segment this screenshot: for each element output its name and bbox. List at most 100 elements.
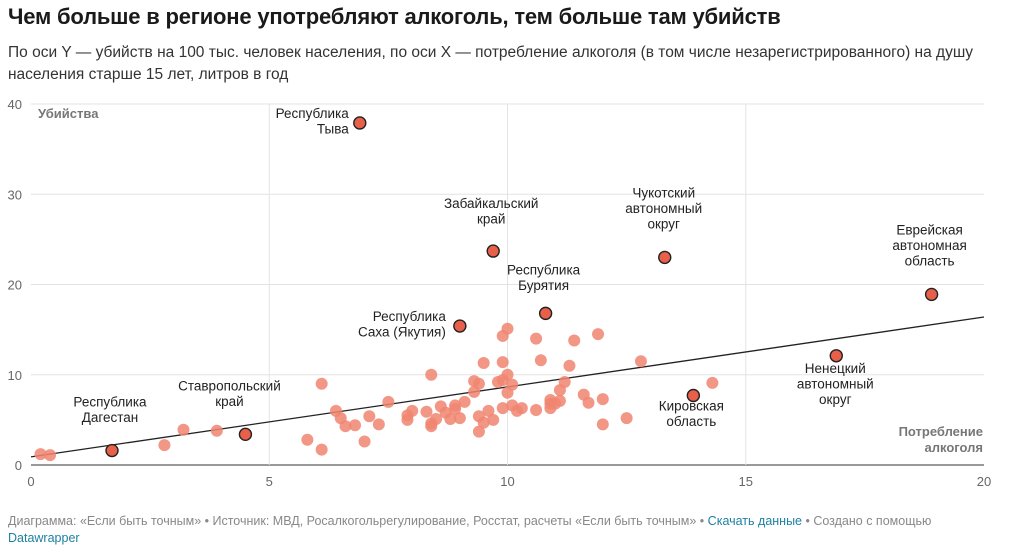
data-point <box>515 402 528 415</box>
annotation-label: Республика <box>507 262 581 277</box>
data-point <box>363 410 376 423</box>
data-point <box>634 355 647 368</box>
data-point <box>158 439 171 452</box>
annotation-label: автономный <box>625 201 702 216</box>
annotation-label: Чукотский <box>632 185 695 200</box>
highlighted-dots <box>105 116 939 458</box>
data-point <box>315 443 328 456</box>
annotation-label: область <box>666 414 716 429</box>
highlighted-point <box>238 427 253 442</box>
data-point <box>444 412 457 425</box>
data-point <box>553 394 566 407</box>
data-point <box>501 368 514 381</box>
data-point <box>530 403 543 416</box>
x-tick-label: 5 <box>266 474 273 489</box>
data-point <box>596 393 609 406</box>
highlighted-point <box>486 244 500 258</box>
annotation-label: округ <box>648 216 681 231</box>
x-tick-label: 15 <box>739 474 753 489</box>
annotation-label: Республика <box>73 395 147 410</box>
data-point <box>472 377 485 390</box>
annotation-label: Забайкальский <box>444 196 539 211</box>
annotation-label: край <box>477 212 505 227</box>
data-point <box>482 404 495 417</box>
highlighted-point <box>658 250 672 265</box>
data-point <box>401 413 414 426</box>
data-point <box>425 368 438 381</box>
grid <box>31 103 984 466</box>
x-tick-label: 0 <box>27 474 34 489</box>
data-point <box>453 412 466 425</box>
annotation-label: Дагестан <box>82 410 139 425</box>
axis-ticks: 0 10 20 30 40 0 5 10 15 20 <box>8 97 992 489</box>
data-point <box>592 328 605 341</box>
footer-created-with: • Создано с помощью <box>802 514 932 528</box>
data-point <box>472 425 485 438</box>
data-point <box>315 377 328 390</box>
highlighted-point <box>453 319 467 333</box>
annotation-label: Еврейская <box>896 222 963 237</box>
data-point <box>44 449 57 462</box>
data-point <box>449 399 462 412</box>
data-point <box>563 359 576 372</box>
y-tick-label: 30 <box>8 187 22 202</box>
y-tick-label: 0 <box>15 458 22 473</box>
annotations: РеспубликаТываЗабайкальскийкрайЧукотский… <box>73 106 966 429</box>
data-point <box>706 376 719 389</box>
data-point <box>530 332 543 345</box>
annotation-label: Бурятия <box>518 278 569 293</box>
data-point <box>477 416 490 429</box>
annotation-label: Кировская <box>659 399 724 414</box>
annotation-label: Республика <box>276 106 350 121</box>
y-tick-label: 40 <box>8 97 22 112</box>
footer-source: Диаграмма: «Если быть точным» • Источник… <box>8 514 708 528</box>
highlighted-point <box>353 116 367 130</box>
annotation-label: Ставропольский <box>178 378 281 393</box>
download-data-link[interactable]: Скачать данные <box>707 514 803 528</box>
x-axis-label: алкоголя <box>925 440 983 455</box>
data-point <box>534 354 547 367</box>
data-point <box>620 412 633 425</box>
data-point <box>406 404 419 417</box>
data-point <box>568 334 581 347</box>
data-point <box>496 356 509 369</box>
data-point <box>487 413 500 426</box>
data-point <box>582 396 595 409</box>
data-point <box>477 357 490 370</box>
annotation-label: округ <box>819 392 852 407</box>
data-point <box>420 405 433 418</box>
highlighted-point <box>924 287 939 302</box>
data-point <box>358 435 371 448</box>
highlighted-point <box>538 306 553 321</box>
data-point <box>558 375 571 388</box>
y-axis-label: Убийства <box>38 106 99 121</box>
footer: Диаграмма: «Если быть точным» • Источник… <box>8 513 998 547</box>
annotation-label: Ненецкий <box>805 361 866 376</box>
x-tick-label: 10 <box>500 474 514 489</box>
annotation-label: край <box>215 394 243 409</box>
annotation-label: Саха (Якутия) <box>358 325 446 340</box>
data-point <box>382 395 395 408</box>
datawrapper-link[interactable]: Datawrapper <box>8 531 80 545</box>
x-axis-label: Потребление <box>899 424 983 439</box>
data-point <box>349 419 362 432</box>
data-point <box>501 322 514 335</box>
data-point <box>458 395 471 408</box>
annotation-label: автономная <box>892 238 966 253</box>
highlighted-point <box>686 388 701 403</box>
data-point <box>430 412 443 425</box>
highlighted-point <box>829 349 843 363</box>
data-point <box>372 418 385 431</box>
data-point <box>301 433 314 446</box>
